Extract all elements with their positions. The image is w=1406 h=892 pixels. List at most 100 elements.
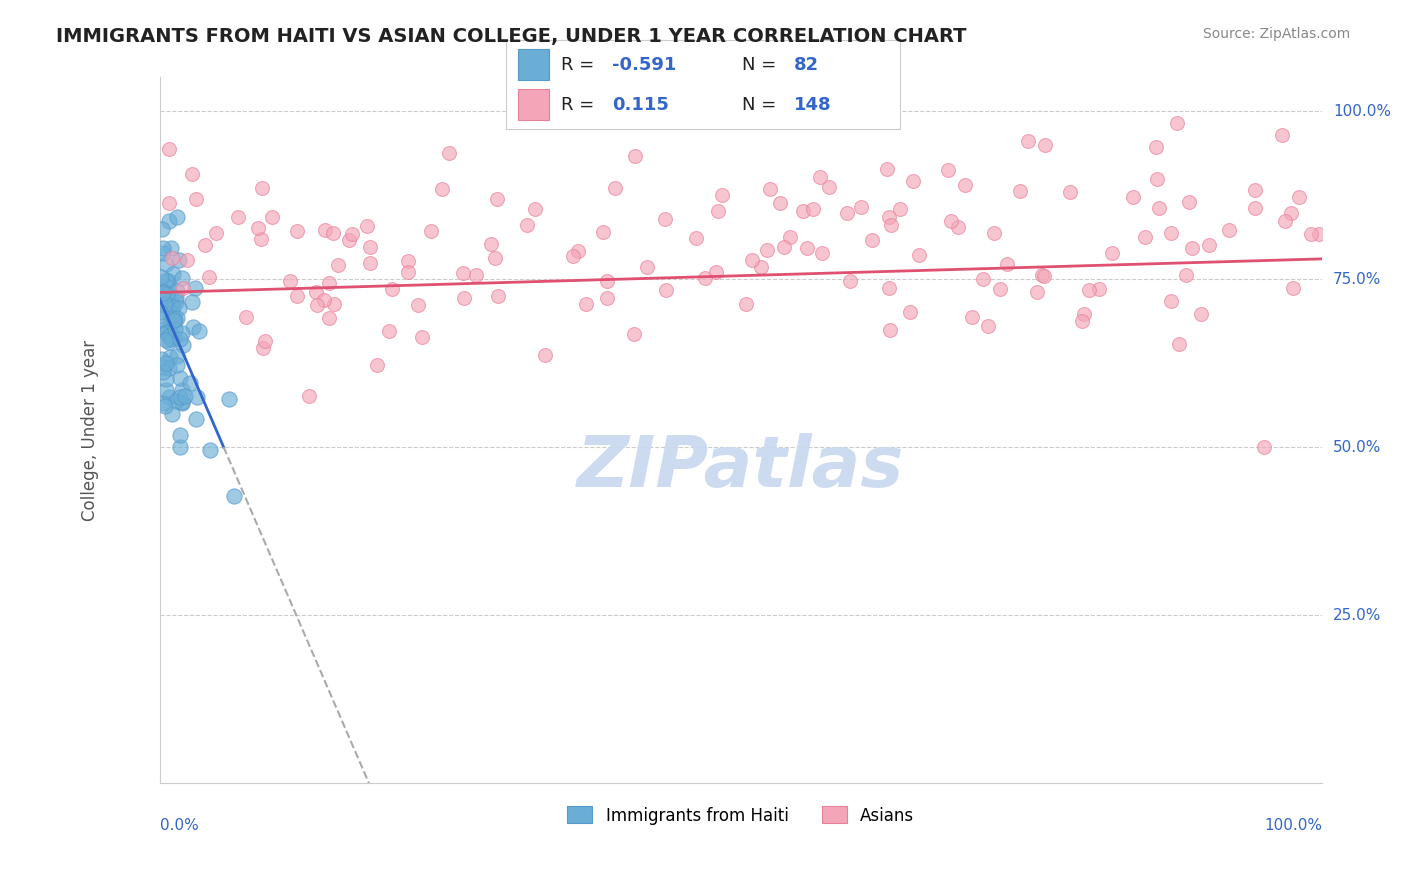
Point bbox=[1271, 128, 1294, 142]
Point bbox=[165, 291, 187, 305]
Point bbox=[153, 399, 176, 413]
Text: N =: N = bbox=[742, 96, 782, 114]
Point bbox=[1301, 227, 1323, 242]
Point bbox=[152, 359, 174, 374]
Point bbox=[908, 248, 931, 262]
Point bbox=[162, 268, 184, 282]
Point bbox=[322, 226, 344, 240]
Text: 100.0%: 100.0% bbox=[1333, 103, 1391, 119]
Point bbox=[516, 218, 538, 232]
Point bbox=[166, 310, 188, 325]
Point bbox=[779, 230, 801, 244]
Point bbox=[1198, 237, 1220, 252]
Point bbox=[1101, 246, 1123, 260]
Point bbox=[162, 252, 184, 266]
Point bbox=[755, 243, 778, 257]
Point bbox=[1059, 185, 1081, 199]
Point bbox=[1025, 285, 1047, 300]
Point bbox=[198, 269, 221, 284]
Point bbox=[880, 218, 903, 232]
Point bbox=[250, 181, 273, 195]
Point bbox=[181, 320, 204, 334]
Point bbox=[152, 285, 174, 300]
Point bbox=[769, 195, 792, 210]
Point bbox=[172, 338, 194, 352]
Point bbox=[758, 182, 780, 196]
Point bbox=[157, 329, 180, 343]
Point bbox=[1308, 227, 1330, 241]
Text: ZIPatlas: ZIPatlas bbox=[576, 433, 904, 501]
Point bbox=[169, 332, 191, 346]
Point bbox=[693, 270, 716, 285]
Point bbox=[150, 312, 173, 326]
Point bbox=[180, 295, 202, 310]
Point bbox=[1160, 227, 1182, 241]
Point bbox=[1167, 337, 1189, 351]
Point bbox=[150, 221, 173, 235]
Point bbox=[150, 297, 173, 311]
Point bbox=[262, 210, 284, 224]
Point bbox=[654, 212, 676, 227]
Point bbox=[314, 223, 336, 237]
Point bbox=[167, 301, 190, 315]
Point bbox=[1088, 282, 1111, 296]
Point bbox=[187, 324, 209, 338]
Point bbox=[411, 330, 433, 344]
Point bbox=[156, 324, 179, 338]
Point bbox=[337, 233, 360, 247]
Point bbox=[153, 395, 176, 409]
Point bbox=[166, 358, 188, 372]
Point bbox=[1071, 314, 1094, 328]
Point bbox=[1031, 268, 1053, 282]
Point bbox=[485, 193, 508, 207]
Point bbox=[636, 260, 658, 274]
Point bbox=[851, 114, 873, 128]
Point bbox=[749, 260, 772, 274]
Point bbox=[1243, 202, 1265, 216]
Point bbox=[465, 268, 488, 282]
Point bbox=[155, 383, 177, 397]
Point bbox=[169, 440, 191, 454]
Point bbox=[155, 334, 177, 348]
Point bbox=[1189, 307, 1212, 321]
Point bbox=[156, 286, 179, 301]
Text: College, Under 1 year: College, Under 1 year bbox=[82, 340, 98, 521]
Point bbox=[430, 182, 453, 196]
Point bbox=[165, 394, 187, 409]
Point bbox=[285, 224, 308, 238]
Point bbox=[165, 322, 187, 336]
Point bbox=[359, 256, 381, 270]
Point bbox=[172, 281, 194, 295]
Point bbox=[323, 297, 346, 311]
Point bbox=[297, 389, 319, 403]
Point bbox=[1166, 116, 1188, 130]
Point bbox=[983, 226, 1005, 240]
Point bbox=[707, 203, 730, 218]
Point bbox=[318, 311, 340, 326]
Point bbox=[898, 304, 921, 318]
Point bbox=[166, 210, 188, 224]
Point bbox=[167, 252, 190, 267]
Point bbox=[205, 227, 228, 241]
Point bbox=[1144, 139, 1167, 153]
Point bbox=[1073, 307, 1095, 321]
Point bbox=[166, 349, 188, 363]
FancyBboxPatch shape bbox=[517, 49, 550, 80]
Point bbox=[792, 204, 814, 219]
Point bbox=[839, 274, 862, 288]
Text: -0.591: -0.591 bbox=[613, 56, 676, 74]
Point bbox=[1146, 172, 1168, 186]
Point bbox=[162, 301, 184, 315]
Point bbox=[249, 232, 271, 246]
Point bbox=[1282, 281, 1305, 295]
Point bbox=[160, 407, 183, 421]
Point bbox=[170, 383, 193, 397]
Point bbox=[312, 293, 335, 308]
Point bbox=[567, 244, 589, 259]
Text: 50.0%: 50.0% bbox=[1333, 440, 1381, 455]
Point bbox=[408, 297, 430, 311]
Point bbox=[155, 326, 177, 340]
Point bbox=[186, 192, 208, 206]
Point bbox=[860, 233, 883, 247]
Point bbox=[876, 161, 898, 176]
